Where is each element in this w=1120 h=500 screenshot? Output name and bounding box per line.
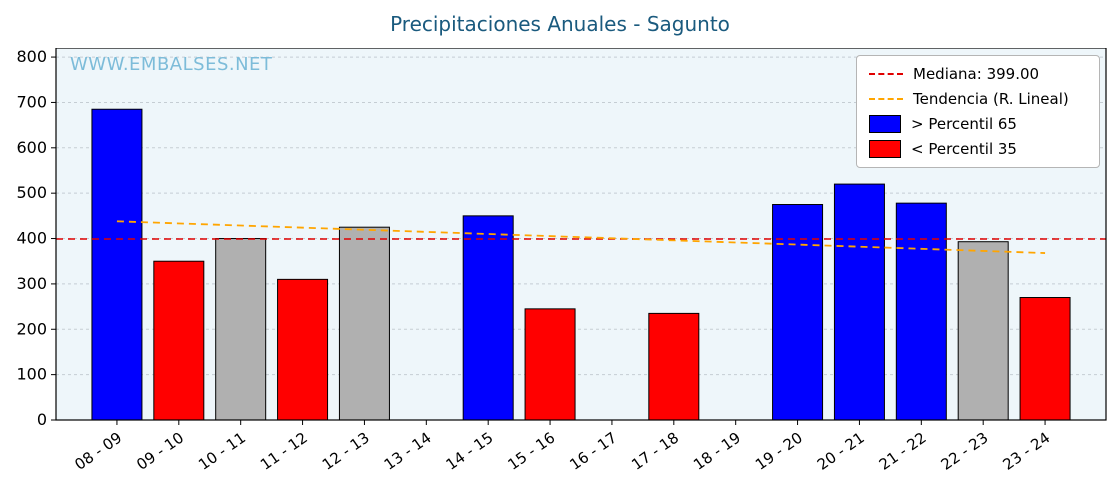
x-tick-label: 15 - 16: [505, 429, 559, 474]
chart-title: Precipitaciones Anuales - Sagunto: [390, 12, 730, 36]
bar: [648, 312, 700, 421]
x-tick-label: 09 - 10: [133, 429, 187, 474]
bar: [153, 260, 205, 421]
x-tick-label: 19 - 20: [752, 429, 806, 474]
legend-trend-label: Tendencia (R. Lineal): [913, 90, 1069, 108]
legend-median-label: Mediana: 399.00: [913, 65, 1040, 83]
bar: [957, 241, 1009, 421]
watermark: WWW.EMBALSES.NET: [70, 54, 273, 75]
x-tick-label: 13 - 14: [381, 429, 435, 474]
x-tick-label: 17 - 18: [628, 429, 682, 474]
y-tick-label: 500: [16, 183, 47, 202]
y-tick-label: 0: [37, 410, 47, 429]
x-tick-label: 21 - 22: [876, 429, 930, 474]
x-tick-label: 12 - 13: [319, 429, 373, 474]
bar: [91, 108, 143, 421]
x-tick-label: 10 - 11: [195, 429, 249, 474]
y-tick-label: 700: [16, 92, 47, 111]
x-tick-label: 08 - 09: [71, 429, 125, 474]
legend-item-median: Mediana: 399.00: [869, 65, 1087, 83]
x-tick-label: 11 - 12: [257, 429, 311, 474]
legend-below-label: < Percentil 35: [911, 140, 1017, 158]
bar: [338, 226, 390, 421]
y-tick-label: 800: [16, 48, 47, 66]
above-percentile-color-swatch: [869, 115, 901, 133]
x-tick-label: 22 - 23: [938, 429, 992, 474]
bar: [895, 202, 947, 421]
legend-above-label: > Percentil 65: [911, 115, 1017, 133]
bar: [772, 204, 824, 421]
legend-item-above-percentile: > Percentil 65: [869, 115, 1087, 133]
bar: [1019, 297, 1071, 421]
y-tick-label: 300: [16, 274, 47, 293]
bar: [833, 183, 885, 421]
legend-item-trend: Tendencia (R. Lineal): [869, 90, 1087, 108]
legend-item-below-percentile: < Percentil 35: [869, 140, 1087, 158]
bar: [462, 215, 514, 421]
y-tick-label: 600: [16, 138, 47, 157]
y-tick-label: 100: [16, 365, 47, 384]
bar: [524, 308, 576, 421]
x-tick-label: 16 - 17: [566, 429, 620, 474]
x-tick-label: 18 - 19: [690, 429, 744, 474]
plot-border: [55, 48, 1107, 421]
x-tick-label: 14 - 15: [443, 429, 497, 474]
x-tick-label: 20 - 21: [814, 429, 868, 474]
median-dashed-line-swatch: [869, 73, 903, 75]
trend-dashed-line-swatch: [869, 98, 903, 100]
bar: [277, 278, 329, 421]
trend-line: [116, 220, 1046, 254]
y-tick-label: 200: [16, 319, 47, 338]
x-tick-label: 23 - 24: [1000, 429, 1054, 474]
y-tick-label: 400: [16, 229, 47, 248]
bar: [215, 238, 267, 421]
legend: Mediana: 399.00 Tendencia (R. Lineal) > …: [856, 55, 1100, 168]
below-percentile-color-swatch: [869, 140, 901, 158]
